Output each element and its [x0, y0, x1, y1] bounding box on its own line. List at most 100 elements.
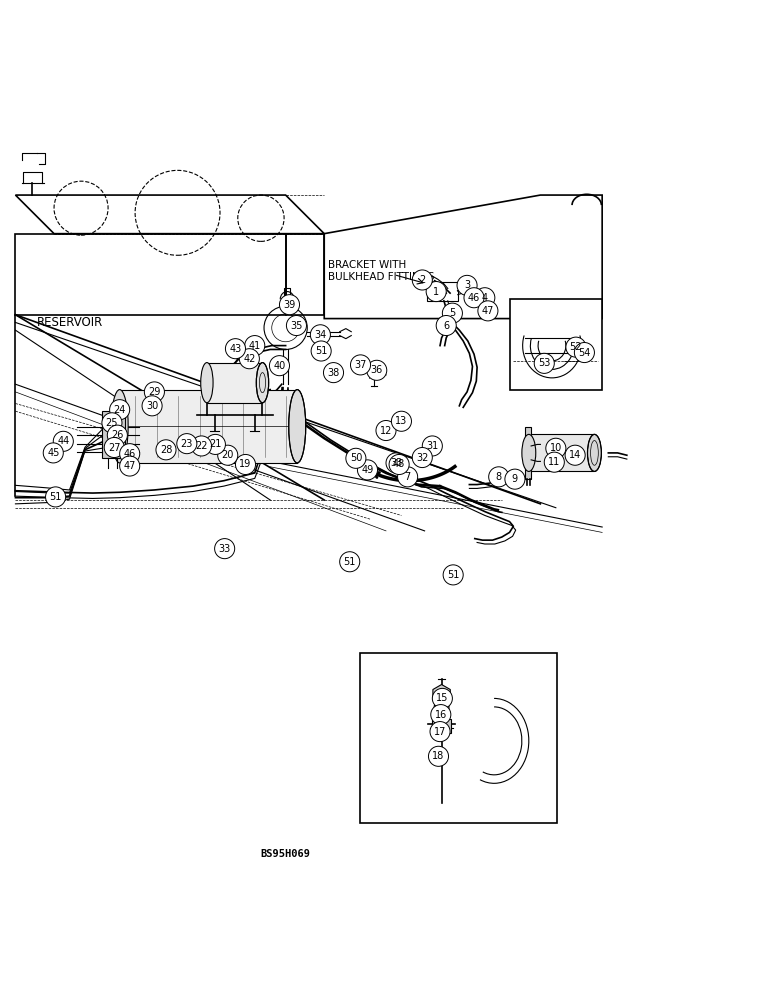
Circle shape — [376, 420, 396, 441]
Text: 51: 51 — [315, 346, 327, 356]
Text: 26: 26 — [111, 430, 124, 440]
Bar — [432, 719, 451, 733]
Circle shape — [311, 341, 331, 361]
Bar — [207, 363, 262, 403]
Text: 49: 49 — [361, 465, 374, 475]
Text: 23: 23 — [181, 439, 193, 449]
Text: 53: 53 — [538, 358, 550, 368]
Circle shape — [489, 467, 509, 487]
Bar — [529, 434, 594, 471]
Circle shape — [225, 339, 245, 359]
Circle shape — [436, 315, 456, 336]
Circle shape — [46, 487, 66, 507]
Text: 39: 39 — [283, 300, 296, 310]
Text: 12: 12 — [380, 426, 392, 436]
Circle shape — [565, 445, 585, 465]
Circle shape — [245, 336, 265, 356]
Text: 51: 51 — [447, 570, 459, 580]
Circle shape — [346, 448, 366, 468]
Circle shape — [430, 722, 450, 742]
Circle shape — [102, 413, 122, 433]
Ellipse shape — [256, 363, 269, 403]
Circle shape — [412, 448, 432, 468]
Bar — [510, 299, 602, 390]
Circle shape — [422, 436, 442, 456]
Circle shape — [534, 353, 554, 373]
Text: 42: 42 — [243, 354, 256, 364]
Circle shape — [269, 356, 290, 376]
Text: 44: 44 — [57, 436, 69, 446]
Ellipse shape — [111, 390, 128, 463]
Text: 8: 8 — [496, 472, 502, 482]
Circle shape — [566, 337, 586, 357]
Circle shape — [432, 688, 452, 708]
Polygon shape — [433, 685, 450, 705]
Circle shape — [340, 552, 360, 572]
Circle shape — [53, 431, 73, 451]
Text: 30: 30 — [146, 401, 158, 411]
Ellipse shape — [289, 390, 306, 463]
Text: 31: 31 — [426, 441, 438, 451]
Text: 19: 19 — [239, 459, 252, 469]
Text: RESERVOIR: RESERVOIR — [37, 316, 103, 329]
Text: 13: 13 — [395, 416, 408, 426]
Text: 41: 41 — [249, 341, 261, 351]
Circle shape — [505, 469, 525, 489]
Bar — [427, 282, 458, 301]
Circle shape — [107, 425, 127, 445]
Text: 52: 52 — [570, 342, 582, 352]
Circle shape — [457, 275, 477, 295]
Text: BRACKET WITH
BULKHEAD FITTINGS: BRACKET WITH BULKHEAD FITTINGS — [328, 260, 435, 282]
Circle shape — [367, 360, 387, 380]
Circle shape — [357, 460, 378, 480]
Text: 5: 5 — [449, 308, 455, 318]
Circle shape — [310, 325, 330, 345]
Text: 2: 2 — [419, 275, 425, 285]
Text: 15: 15 — [436, 693, 449, 703]
Circle shape — [464, 288, 484, 308]
Text: 46: 46 — [124, 449, 136, 459]
Text: 6: 6 — [443, 321, 449, 331]
Text: 51: 51 — [49, 492, 62, 502]
Circle shape — [389, 454, 409, 475]
Circle shape — [574, 343, 594, 363]
Circle shape — [104, 437, 124, 458]
Text: 47: 47 — [124, 461, 136, 471]
Bar — [120, 390, 297, 463]
Circle shape — [428, 746, 449, 766]
Circle shape — [120, 456, 140, 476]
Text: 3: 3 — [464, 280, 470, 290]
Text: 14: 14 — [569, 450, 581, 460]
Circle shape — [110, 400, 130, 420]
Circle shape — [442, 303, 462, 323]
Text: 54: 54 — [578, 348, 591, 358]
Text: 50: 50 — [350, 453, 362, 463]
Text: 38: 38 — [327, 368, 340, 378]
Circle shape — [412, 270, 432, 290]
Circle shape — [350, 355, 371, 375]
Circle shape — [546, 438, 566, 458]
Text: 24: 24 — [113, 405, 126, 415]
Circle shape — [177, 434, 197, 454]
Text: 17: 17 — [434, 727, 446, 737]
Text: 11: 11 — [548, 457, 560, 467]
Circle shape — [386, 453, 406, 473]
Circle shape — [239, 349, 259, 369]
Circle shape — [235, 454, 256, 475]
Text: 27: 27 — [108, 443, 120, 453]
Circle shape — [215, 539, 235, 559]
Text: 4: 4 — [482, 293, 488, 303]
Text: 45: 45 — [47, 448, 59, 458]
Circle shape — [218, 445, 238, 465]
Circle shape — [286, 315, 306, 336]
Circle shape — [156, 440, 176, 460]
Text: BS95H069: BS95H069 — [261, 849, 310, 859]
Text: 46: 46 — [468, 293, 480, 303]
Circle shape — [120, 444, 140, 464]
Circle shape — [191, 436, 212, 456]
Bar — [360, 653, 557, 823]
Text: 47: 47 — [482, 306, 494, 316]
Circle shape — [144, 382, 164, 402]
Text: 25: 25 — [106, 418, 118, 428]
Text: 33: 33 — [390, 458, 402, 468]
